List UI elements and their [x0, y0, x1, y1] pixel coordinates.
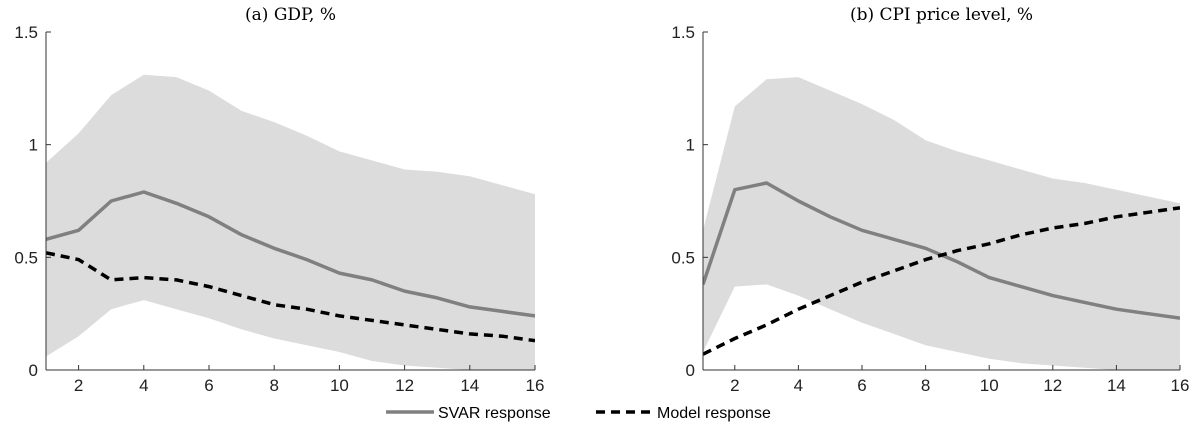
- y-tick-label: 0.5: [14, 248, 38, 267]
- x-tick-label: 16: [1171, 376, 1190, 395]
- x-tick-label: 12: [395, 376, 414, 395]
- y-tick-label: 1: [686, 136, 695, 155]
- legend-model-label: Model response: [657, 405, 771, 422]
- x-tick-label: 16: [526, 376, 545, 395]
- x-tick-label: 14: [1107, 376, 1126, 395]
- x-tick-label: 12: [1043, 376, 1062, 395]
- y-tick-label: 1: [29, 136, 38, 155]
- x-tick-label: 14: [460, 376, 479, 395]
- confidence-band-cpi: [703, 77, 1180, 370]
- x-tick-label: 10: [980, 376, 999, 395]
- legend: SVAR response Model response: [386, 405, 771, 422]
- plot-area-cpi: [703, 77, 1180, 370]
- x-tick-label: 10: [330, 376, 349, 395]
- panel-cpi: 2 4 6 8 10 12 14 16 0 0.5 1 1.5 (b) CPI price level,…: [671, 5, 1189, 395]
- x-tick-label: 4: [139, 376, 148, 395]
- y-tick-label: 1.5: [671, 23, 695, 42]
- x-tick-label: 8: [921, 376, 930, 395]
- y-tick-label: 1.5: [14, 23, 38, 42]
- plot-area-gdp: [46, 74, 535, 370]
- y-tick-label: 0.5: [671, 248, 695, 267]
- x-tick-label: 2: [74, 376, 83, 395]
- model-response-line-cpi: [703, 206, 1180, 356]
- panel-gdp: 2 4 6 8 10 12 14 16 0 0.5 1 1.5 (a) GDP, %: [14, 5, 544, 395]
- x-tick-label: 2: [730, 376, 739, 395]
- x-tick-label: 6: [204, 376, 213, 395]
- svar-response-line-gdp: [46, 190, 535, 318]
- x-tick-label: 8: [269, 376, 278, 395]
- y-tick-label: 0: [29, 361, 38, 380]
- panel-title-cpi: (b) CPI price level, %: [850, 5, 1033, 25]
- x-tick-label: 4: [794, 376, 803, 395]
- x-tick-label: 6: [857, 376, 866, 395]
- panel-title-gdp: (a) GDP, %: [245, 5, 336, 25]
- confidence-band-gdp: [46, 74, 535, 370]
- y-tick-label: 0: [686, 361, 695, 380]
- legend-svar-label: SVAR response: [438, 405, 551, 422]
